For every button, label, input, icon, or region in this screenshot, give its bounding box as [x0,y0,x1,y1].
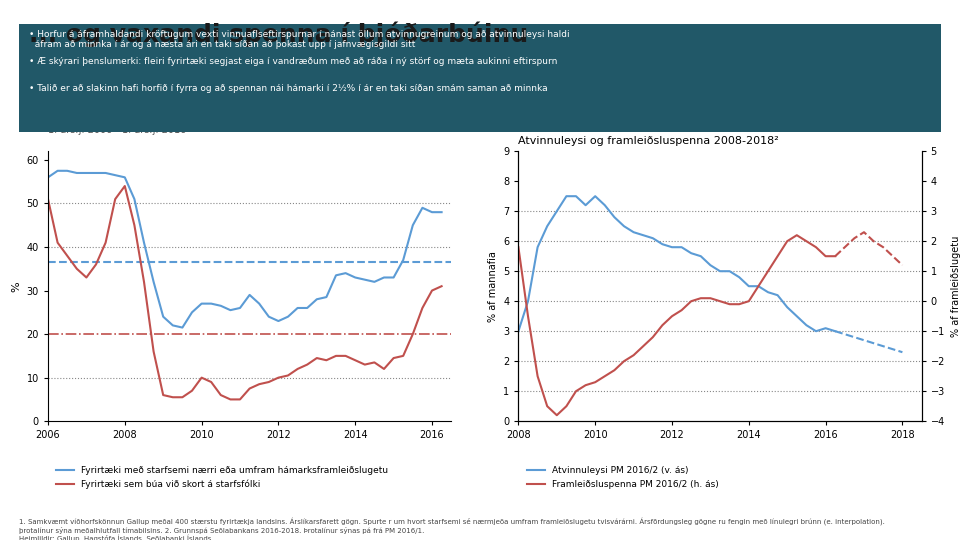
Y-axis label: % af framleiðslugetu: % af framleiðslugetu [950,235,960,337]
Text: • Horfur á áframhaldandi kröftugum vexti vinnuaflseftirspurnar í nánast öllum at: • Horfur á áframhaldandi kröftugum vexti… [29,30,569,49]
Text: Heimlildir: Gallup, Hagstófa Íslands, Seðlabanki Íslands.: Heimlildir: Gallup, Hagstófa Íslands, Se… [19,535,214,540]
Y-axis label: % af mannafia: % af mannafia [488,251,497,322]
Text: þrotalínur sýna meðalhlutfall tímabilsins. 2. Grunnspá Seðlabankans 2016-2018. Þ: þrotalínur sýna meðalhlutfall tímabilsin… [19,526,424,534]
Text: Vísbendingar um notkun framleiðsluþátta¹: Vísbendingar um notkun framleiðsluþátta¹ [48,115,285,125]
Y-axis label: %: % [12,281,21,292]
Legend: Atvinnuleysi PM 2016/2 (v. ás), Framleiðsluspenna PM 2016/2 (h. ás): Atvinnuleysi PM 2016/2 (v. ás), Framleið… [523,463,722,492]
Text: Atvinnuleysi og framleiðsluspenna 2008-2018²: Atvinnuleysi og framleiðsluspenna 2008-2… [518,136,780,146]
Text: • Æ skýrari þenslumerki: fleiri fyrirtæki segjast eiga í vandræðum með að ráða í: • Æ skýrari þenslumerki: fleiri fyrirtæk… [29,57,557,66]
Text: • Talið er að slakinn hafi horfið í fyrra og að spennan nái hámarki í 2½% í ár e: • Talið er að slakinn hafi horfið í fyrr… [29,84,547,93]
Text: 1. Samkvæmt víðhorfskönnun Gallup meðal 400 stærstu fyrirtækja landsins. Árslíka: 1. Samkvæmt víðhorfskönnun Gallup meðal … [19,518,885,526]
Text: ... og vaxandi spenna í þjóðarbúinu: ... og vaxandi spenna í þjóðarbúinu [29,22,528,47]
Text: 1. ársfj. 2006 - 1. ársfj. 2016: 1. ársfj. 2006 - 1. ársfj. 2016 [48,124,186,134]
Legend: Fyrirtæki með starfsemi nærri eða umfram hámarksframleiðslugetu, Fyrirtæki sem b: Fyrirtæki með starfsemi nærri eða umfram… [53,462,392,492]
